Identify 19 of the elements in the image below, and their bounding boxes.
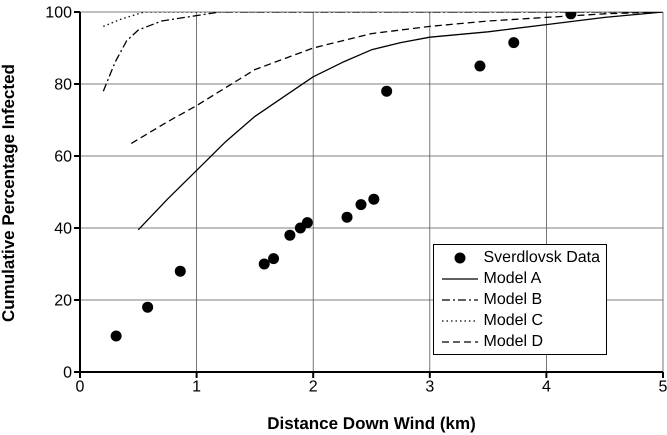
legend-label: Model A <box>484 268 542 288</box>
x-tick-label: 2 <box>308 378 318 396</box>
legend-label: Model D <box>484 332 544 352</box>
y-axis-title: Cumulative Percentage Infected <box>0 64 18 322</box>
x-axis-title: Distance Down Wind (km) <box>267 414 476 433</box>
y-tick-label: 0 <box>63 364 72 382</box>
y-tick-label: 60 <box>54 148 72 166</box>
y-tick-label: 80 <box>54 76 72 94</box>
y-tick-label: 40 <box>54 220 72 238</box>
x-tick-label: 5 <box>658 378 667 396</box>
x-tick-label: 1 <box>192 378 202 396</box>
y-tick-label: 20 <box>54 292 72 310</box>
legend-label: Model B <box>484 290 542 310</box>
legend-label: Sverdlovsk Data <box>484 248 600 268</box>
y-tick-label: 100 <box>45 4 72 22</box>
legend-label: Model C <box>484 310 544 330</box>
x-tick-label: 3 <box>425 378 434 396</box>
x-tick-label: 4 <box>542 378 551 396</box>
x-tick-label: 0 <box>76 378 85 396</box>
